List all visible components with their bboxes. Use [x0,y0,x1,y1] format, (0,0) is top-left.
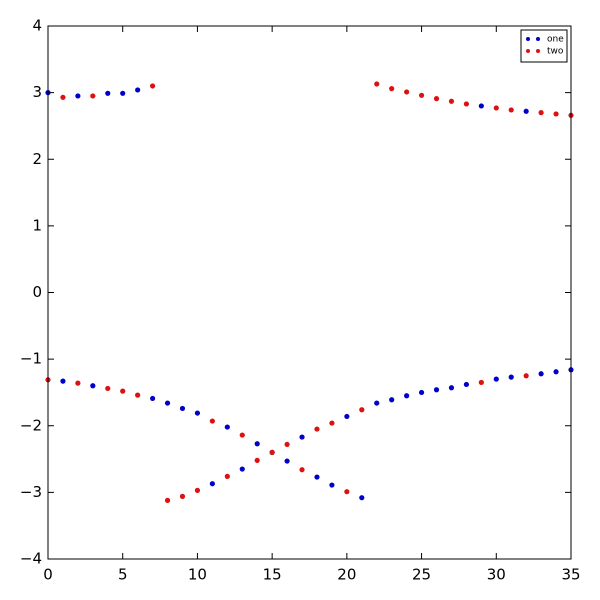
point [60,378,66,384]
point [75,93,81,99]
point [478,379,484,386]
point [553,111,559,117]
point [463,381,469,388]
point [493,376,499,382]
point [418,389,425,396]
point [538,110,544,116]
point [164,400,171,406]
y-tick-label: 0 [32,283,42,301]
point [314,426,320,432]
point [359,495,365,501]
x-tick-label: 0 [43,566,53,584]
point [179,493,186,499]
point [90,93,96,99]
point [389,86,395,92]
legend-box [520,29,568,63]
point [448,385,455,391]
legend-label: two [547,47,564,57]
point [150,395,156,402]
point [105,385,111,392]
point [239,466,245,472]
point [209,418,215,424]
point [194,410,201,416]
point [344,489,350,495]
point [60,94,66,100]
y-tick-label: 1 [32,216,42,234]
plot-frame [47,25,572,560]
point [374,400,380,406]
point [359,407,365,413]
point [224,424,230,430]
point [299,434,305,440]
point [389,397,395,403]
point [508,107,514,113]
point [284,458,290,464]
point [194,487,201,493]
x-tick-label: 10 [188,566,207,584]
point [418,92,425,98]
x-tick-label: 15 [263,566,282,584]
point [135,392,141,398]
point [523,108,529,114]
y-tick-label: −2 [20,416,42,434]
point [329,420,335,426]
legend-marker [526,49,530,53]
legend: one two [520,29,568,63]
point [433,96,440,102]
legend-marker [536,37,540,41]
point [150,83,156,89]
point [433,387,440,393]
x-tick-label: 20 [337,566,356,584]
point [404,393,410,399]
y-tick-label: −3 [20,483,42,501]
point [299,467,305,473]
point [120,388,126,394]
point [344,413,350,420]
legend-label: one [547,35,564,45]
point [404,89,410,95]
point [239,432,245,438]
point [254,441,260,447]
y-tick-label: 4 [32,17,42,35]
point [164,497,171,503]
point [463,101,469,107]
point [553,369,559,375]
point [478,103,484,109]
point [120,90,126,96]
x-tick-label: 30 [487,566,506,584]
point [105,90,111,96]
point [209,481,215,487]
x-tick-label: 25 [412,566,431,584]
y-tick-label: −4 [20,550,42,568]
point [269,449,275,455]
point [90,383,96,389]
point [329,482,335,488]
point [374,81,380,87]
x-tick-label: 5 [118,566,128,584]
y-tick-label: −1 [20,350,42,368]
point [493,105,499,111]
point [284,441,290,448]
y-tick-label: 3 [32,83,42,101]
point [75,380,81,386]
x-tick-label: 35 [561,566,580,584]
point [135,87,141,93]
y-tick-label: 2 [32,150,42,168]
legend-marker [526,37,530,41]
point [508,374,514,380]
point [179,405,186,412]
point [314,474,320,480]
point [523,373,529,379]
point [448,98,455,104]
point [224,473,230,479]
legend-marker [536,49,540,53]
point [254,457,260,463]
point [538,371,544,377]
